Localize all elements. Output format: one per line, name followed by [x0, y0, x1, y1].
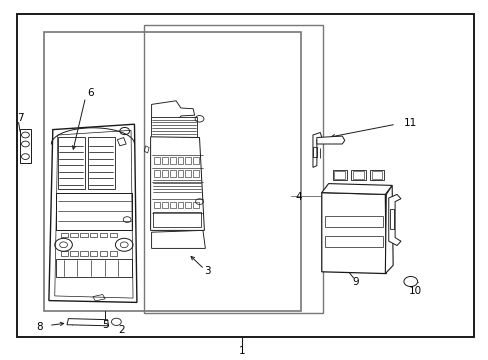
Text: 6: 6 — [87, 88, 94, 98]
Bar — [154, 202, 160, 208]
Text: 10: 10 — [408, 286, 421, 296]
Polygon shape — [150, 137, 204, 230]
Bar — [352, 171, 363, 179]
Polygon shape — [321, 193, 386, 274]
Bar — [80, 233, 87, 237]
Bar — [61, 251, 68, 256]
Bar — [389, 209, 393, 229]
Bar — [162, 202, 167, 208]
Bar — [56, 193, 132, 230]
Bar — [325, 236, 382, 247]
Bar — [58, 137, 84, 189]
Bar — [80, 251, 87, 256]
Bar — [100, 251, 107, 256]
Bar — [90, 251, 97, 256]
Bar — [144, 25, 322, 313]
Bar — [90, 233, 97, 237]
Bar — [152, 212, 201, 227]
Bar — [177, 202, 183, 208]
Bar — [185, 170, 191, 177]
Text: 9: 9 — [351, 276, 358, 287]
Bar — [369, 170, 384, 180]
Bar — [177, 170, 183, 177]
Text: 11: 11 — [403, 118, 416, 129]
Bar — [88, 137, 115, 189]
Polygon shape — [385, 185, 392, 274]
Bar — [169, 170, 175, 177]
Bar — [193, 202, 199, 208]
Bar — [185, 157, 191, 164]
Bar — [109, 233, 117, 237]
Polygon shape — [388, 194, 400, 246]
Bar — [334, 171, 345, 179]
Polygon shape — [316, 136, 344, 144]
Text: 2: 2 — [118, 325, 124, 335]
Polygon shape — [49, 124, 137, 302]
Text: 3: 3 — [204, 266, 211, 276]
Bar — [177, 157, 183, 164]
Bar — [169, 202, 175, 208]
Polygon shape — [151, 101, 194, 124]
Text: 8: 8 — [36, 321, 43, 332]
Bar — [17, 14, 473, 337]
Bar — [150, 117, 197, 137]
Bar — [56, 259, 132, 277]
Bar — [350, 170, 365, 180]
Text: 4: 4 — [294, 192, 301, 202]
Bar — [193, 170, 199, 177]
Bar — [154, 157, 160, 164]
Bar — [193, 157, 199, 164]
Bar — [154, 170, 160, 177]
Polygon shape — [151, 230, 205, 248]
Polygon shape — [67, 319, 108, 326]
Bar — [70, 251, 78, 256]
Text: 5: 5 — [102, 320, 108, 330]
Bar — [169, 157, 175, 164]
Bar — [61, 233, 68, 237]
Bar — [70, 233, 78, 237]
Circle shape — [403, 276, 417, 287]
Bar — [162, 170, 167, 177]
Polygon shape — [312, 132, 321, 167]
Bar — [325, 216, 382, 227]
Polygon shape — [321, 184, 391, 194]
Text: 7: 7 — [17, 113, 24, 123]
Bar — [332, 170, 346, 180]
Bar — [44, 32, 300, 311]
Bar — [371, 171, 382, 179]
Bar — [100, 233, 107, 237]
Bar — [313, 147, 317, 157]
Bar — [162, 157, 167, 164]
Text: 1: 1 — [238, 346, 245, 356]
Bar — [185, 202, 191, 208]
Bar — [20, 129, 31, 163]
Bar — [109, 251, 117, 256]
